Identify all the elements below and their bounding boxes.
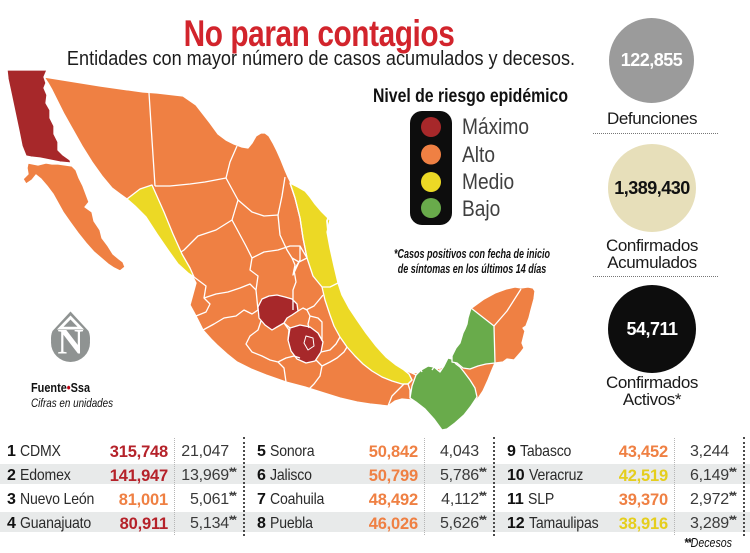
svg-text:N: N <box>58 322 84 362</box>
